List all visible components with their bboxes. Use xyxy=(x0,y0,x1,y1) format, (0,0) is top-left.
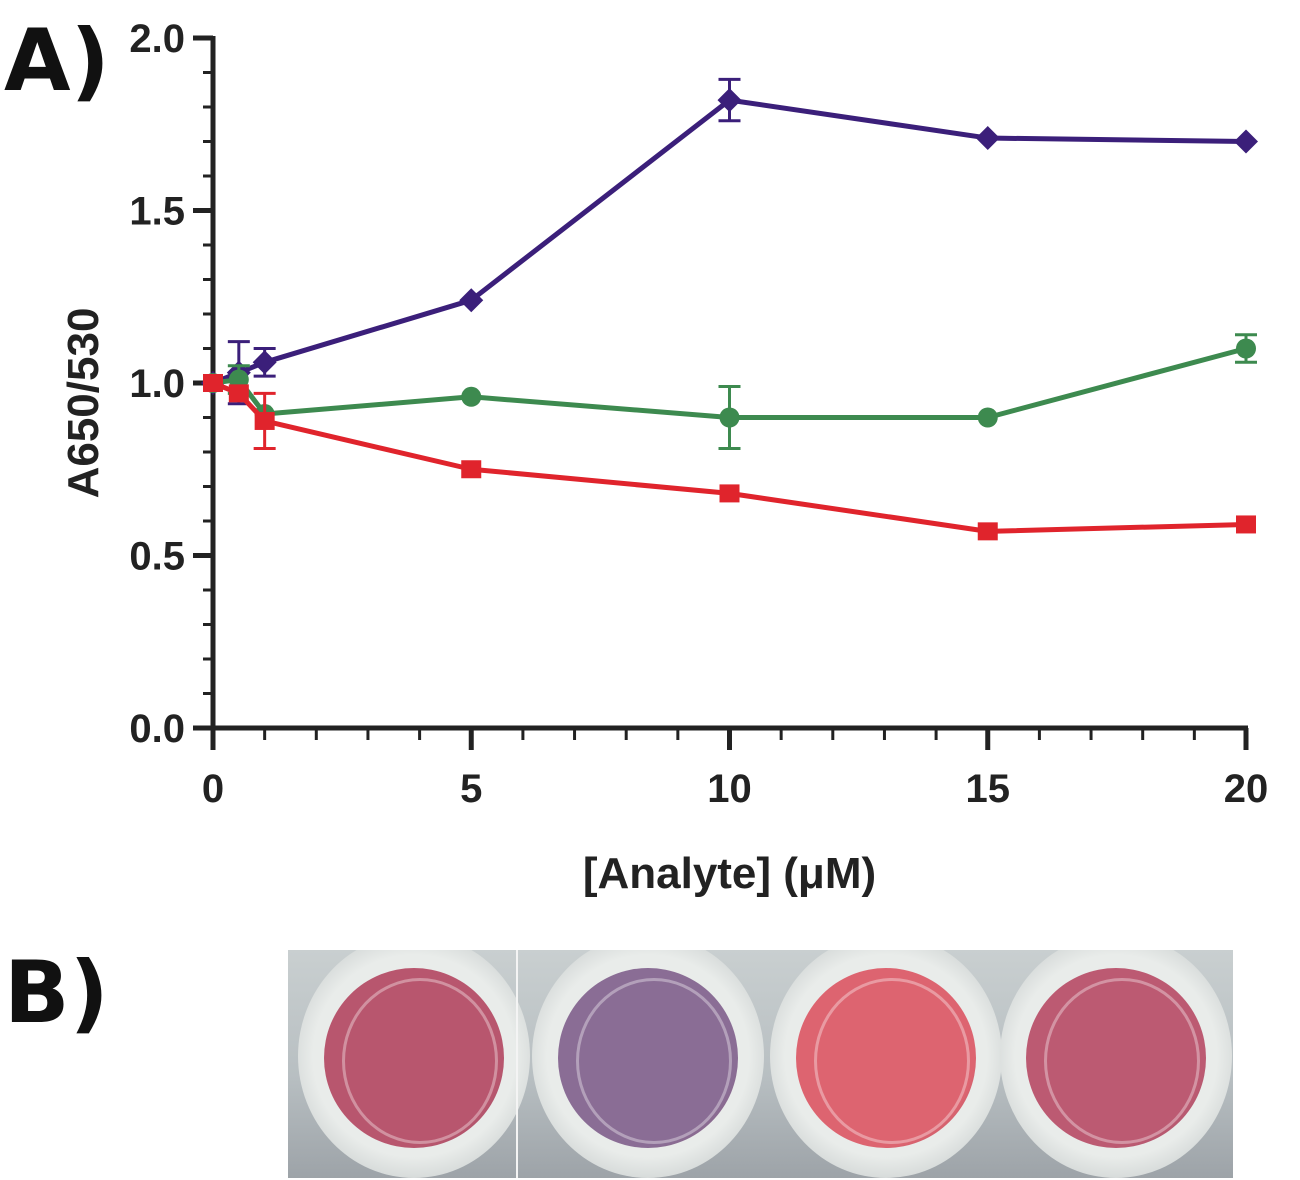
well-1 xyxy=(298,950,530,1178)
x-tick-label: 5 xyxy=(460,767,482,811)
purple-point xyxy=(975,126,1000,151)
purple-point xyxy=(459,288,484,313)
red-point xyxy=(203,374,223,392)
x-tick-label: 15 xyxy=(966,767,1011,811)
purple-series-line xyxy=(212,97,1247,386)
red-point xyxy=(719,484,740,503)
green-point xyxy=(1236,338,1256,359)
green-point xyxy=(461,386,482,407)
green-point xyxy=(977,407,998,428)
y-tick-label: 0.0 xyxy=(129,707,185,751)
green-point xyxy=(719,407,740,428)
red-point xyxy=(977,522,998,541)
panel-label-b: B) xyxy=(4,943,109,1043)
well-2 xyxy=(532,950,764,1178)
y-tick-label: 1.0 xyxy=(129,362,185,406)
x-tick-label: 20 xyxy=(1224,767,1269,811)
well-4 xyxy=(1000,950,1232,1178)
purple-point xyxy=(717,88,742,113)
panel-label-a: A) xyxy=(4,11,110,111)
x-axis-title: [Analyte] (μM) xyxy=(583,849,876,898)
red-point xyxy=(461,460,482,479)
x-tick-label: 0 xyxy=(202,767,224,811)
y-axis-title: A650/530 xyxy=(59,308,108,499)
x-tick-label: 10 xyxy=(707,767,752,811)
red-point xyxy=(1236,515,1256,534)
line-chart: 0.0 0.5 1.0 1.5 2.0 0 5 10 15 20 [Analyte] (μM) A65… xyxy=(59,17,1269,898)
photo-seam xyxy=(516,950,518,1178)
y-tick-label: 1.5 xyxy=(129,190,185,234)
well-3 xyxy=(770,950,1002,1178)
purple-point xyxy=(252,350,277,375)
red-point xyxy=(254,411,275,430)
y-tick-label: 0.5 xyxy=(129,535,185,579)
well-plate-photo xyxy=(288,950,1233,1178)
red-point xyxy=(228,384,249,403)
purple-point xyxy=(1234,129,1258,154)
y-tick-label: 2.0 xyxy=(129,17,185,61)
